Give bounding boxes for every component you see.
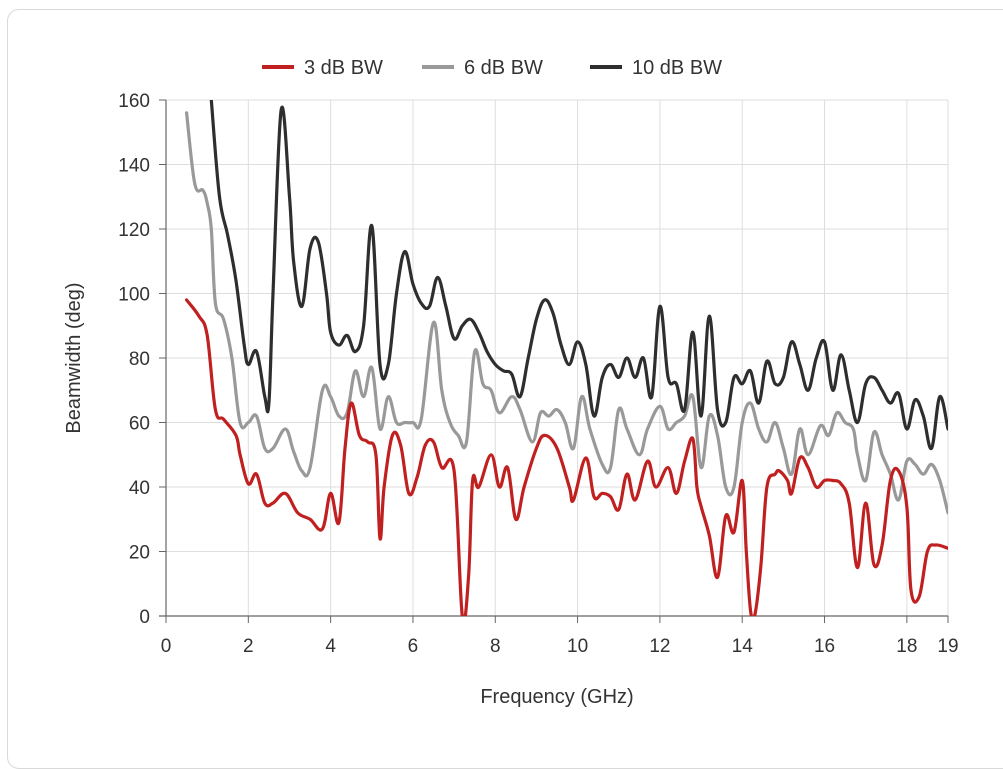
x-tick-label: 18 bbox=[896, 636, 917, 657]
x-axis-label: Frequency (GHz) bbox=[480, 686, 633, 708]
series-line-10-db-bw bbox=[209, 100, 948, 450]
y-tick-label: 160 bbox=[118, 91, 150, 112]
y-tick-label: 120 bbox=[118, 220, 150, 241]
x-tick-label: 0 bbox=[161, 636, 172, 657]
y-tick-label: 0 bbox=[139, 607, 150, 628]
x-tick-label: 10 bbox=[567, 636, 588, 657]
y-tick-label: 140 bbox=[118, 156, 150, 177]
beamwidth-chart: 0 20 40 60 80 100 120 140 160 0 2 4 6 8 10 12 14 16 18 19 3… bbox=[63, 57, 959, 708]
y-axis-label: Beamwidth (deg) bbox=[63, 282, 85, 433]
legend-label-3-db-bw: 3 dB BW bbox=[304, 57, 383, 79]
chart-card bbox=[7, 9, 1003, 769]
x-tick-label: 4 bbox=[325, 636, 336, 657]
series-line-3-db-bw bbox=[185, 298, 948, 616]
x-tick-label: 19 bbox=[937, 636, 958, 657]
axes: 0 20 40 60 80 100 120 140 160 0 2 4 6 8 10 12 14 16 18 19 bbox=[118, 91, 958, 657]
y-tick-label: 100 bbox=[118, 285, 150, 306]
x-tick-label: 14 bbox=[732, 636, 754, 657]
y-tick-label: 60 bbox=[129, 414, 150, 435]
legend-label-10-db-bw: 10 dB BW bbox=[632, 57, 722, 79]
series-line-6-db-bw bbox=[185, 111, 948, 515]
y-tick-label: 20 bbox=[129, 543, 150, 564]
legend: 3 dB BW 6 dB BW 10 dB BW bbox=[262, 57, 722, 79]
x-tick-label: 8 bbox=[490, 636, 501, 657]
y-tick-label: 40 bbox=[129, 478, 150, 499]
series-lines bbox=[185, 100, 948, 616]
x-tick-label: 6 bbox=[408, 636, 419, 657]
legend-label-6-db-bw: 6 dB BW bbox=[464, 57, 543, 79]
y-tick-label: 80 bbox=[129, 349, 150, 370]
x-tick-label: 12 bbox=[649, 636, 670, 657]
x-tick-label: 16 bbox=[814, 636, 835, 657]
grid bbox=[165, 99, 949, 617]
x-tick-label: 2 bbox=[243, 636, 254, 657]
